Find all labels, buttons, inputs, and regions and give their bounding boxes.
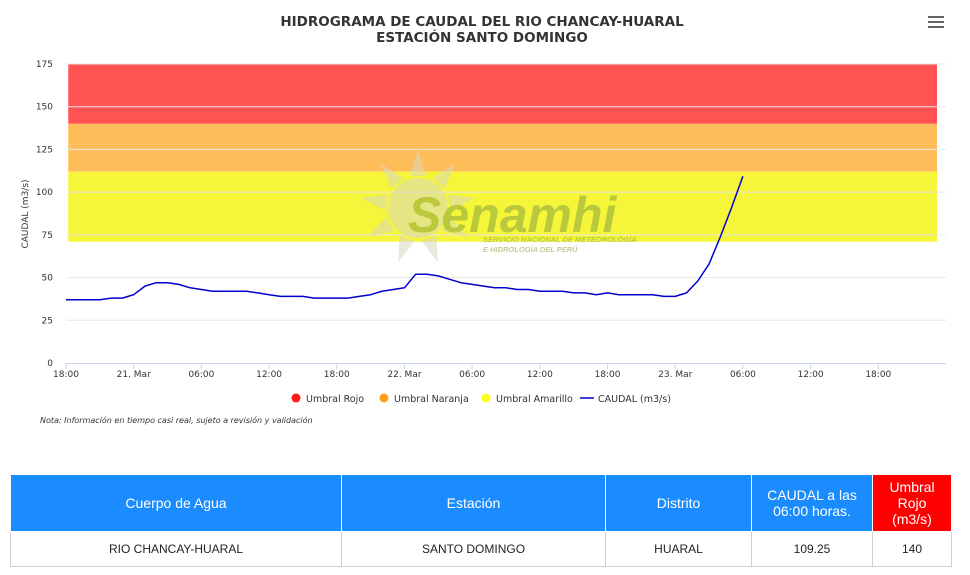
chart-legend: Umbral Rojo Umbral Naranja Umbral Amarillo… bbox=[291, 393, 671, 405]
x-tick-label: 06:00 bbox=[730, 370, 756, 380]
threshold-bands bbox=[68, 64, 937, 242]
legend-label: Umbral Naranja bbox=[394, 394, 469, 405]
y-tick-label: 150 bbox=[36, 103, 53, 113]
x-tick-label: 18:00 bbox=[53, 370, 79, 380]
y-tick-label: 125 bbox=[36, 145, 53, 155]
band-2 bbox=[68, 171, 937, 242]
y-axis-label: CAUDAL (m3/s) bbox=[21, 179, 31, 248]
legend-marker bbox=[481, 393, 491, 403]
header-umbral-rojo: Umbral Rojo (m3/s) bbox=[872, 474, 952, 532]
legend-marker bbox=[379, 393, 389, 403]
legend-label: Umbral Amarillo bbox=[496, 394, 573, 405]
sun-logo-icon bbox=[360, 150, 476, 263]
table-header-row: Cuerpo de Agua Estación Distrito CAUDAL … bbox=[10, 474, 952, 532]
x-tick-label: 12:00 bbox=[798, 370, 824, 380]
cell-cuerpo-de-agua: RIO CHANCAY-HUARAL bbox=[10, 531, 342, 567]
header-distrito: Distrito bbox=[605, 474, 752, 532]
legend-label: CAUDAL (m3/s) bbox=[598, 394, 671, 405]
station-table: Cuerpo de Agua Estación Distrito CAUDAL … bbox=[10, 474, 952, 567]
grid-lines bbox=[66, 63, 946, 321]
band-0 bbox=[68, 64, 937, 124]
legend-marker bbox=[291, 393, 301, 403]
cell-caudal: 109.25 bbox=[751, 531, 873, 567]
x-tick-label: 22. Mar bbox=[387, 370, 421, 380]
y-tick-label: 25 bbox=[42, 316, 53, 326]
hydrograph-chart: Senamhi SERVICIO NACIONAL DE METEOROLOGÍ… bbox=[21, 60, 946, 405]
cell-distrito: HUARAL bbox=[605, 531, 752, 567]
x-tick-label: 18:00 bbox=[865, 370, 891, 380]
watermark-line2: E HIDROLOGÍA DEL PERÚ bbox=[483, 245, 578, 254]
band-1 bbox=[68, 123, 937, 172]
x-tick-label: 06:00 bbox=[459, 370, 485, 380]
x-tick-label: 18:00 bbox=[595, 370, 621, 380]
axes: 0 25 50 75 100 125 150 175 18:00 21. Mar 06:00 12:0… bbox=[36, 60, 946, 380]
x-tick-label: 06:00 bbox=[188, 370, 214, 380]
y-tick-label: 175 bbox=[36, 60, 53, 70]
cell-umbral-rojo: 140 bbox=[872, 531, 952, 567]
watermark-brand: Senamhi bbox=[408, 187, 618, 243]
header-estacion: Estación bbox=[341, 474, 606, 532]
watermark-line1: SERVICIO NACIONAL DE METEOROLOGÍA bbox=[483, 235, 637, 244]
senamhi-watermark: Senamhi SERVICIO NACIONAL DE METEOROLOGÍ… bbox=[360, 150, 637, 263]
y-tick-label: 100 bbox=[36, 188, 53, 198]
x-tick-label: 23. Mar bbox=[658, 370, 692, 380]
y-tick-label: 0 bbox=[47, 359, 53, 369]
legend-label: Umbral Rojo bbox=[306, 394, 364, 405]
hamburger-menu-icon[interactable] bbox=[928, 16, 944, 29]
header-cuerpo-de-agua: Cuerpo de Agua bbox=[10, 474, 342, 532]
x-tick-label: 21. Mar bbox=[117, 370, 151, 380]
y-tick-label: 50 bbox=[42, 274, 54, 284]
x-tick-label: 18:00 bbox=[324, 370, 350, 380]
chart-title-line1: HIDROGRAMA DE CAUDAL DEL RIO CHANCAY-HUA… bbox=[280, 14, 684, 30]
series-line-caudal bbox=[66, 176, 744, 301]
chart-title-line2: ESTACIÓN SANTO DOMINGO bbox=[376, 30, 588, 46]
x-tick-label: 12:00 bbox=[256, 370, 282, 380]
series-layer bbox=[66, 176, 744, 301]
x-tick-label: 12:00 bbox=[527, 370, 553, 380]
table-row: RIO CHANCAY-HUARAL SANTO DOMINGO HUARAL … bbox=[10, 531, 952, 567]
data-note: Nota: Información en tiempo casi real, s… bbox=[40, 416, 313, 425]
cell-estacion: SANTO DOMINGO bbox=[341, 531, 606, 567]
y-tick-label: 75 bbox=[42, 231, 53, 241]
header-caudal: CAUDAL a las 06:00 horas. bbox=[751, 474, 873, 532]
